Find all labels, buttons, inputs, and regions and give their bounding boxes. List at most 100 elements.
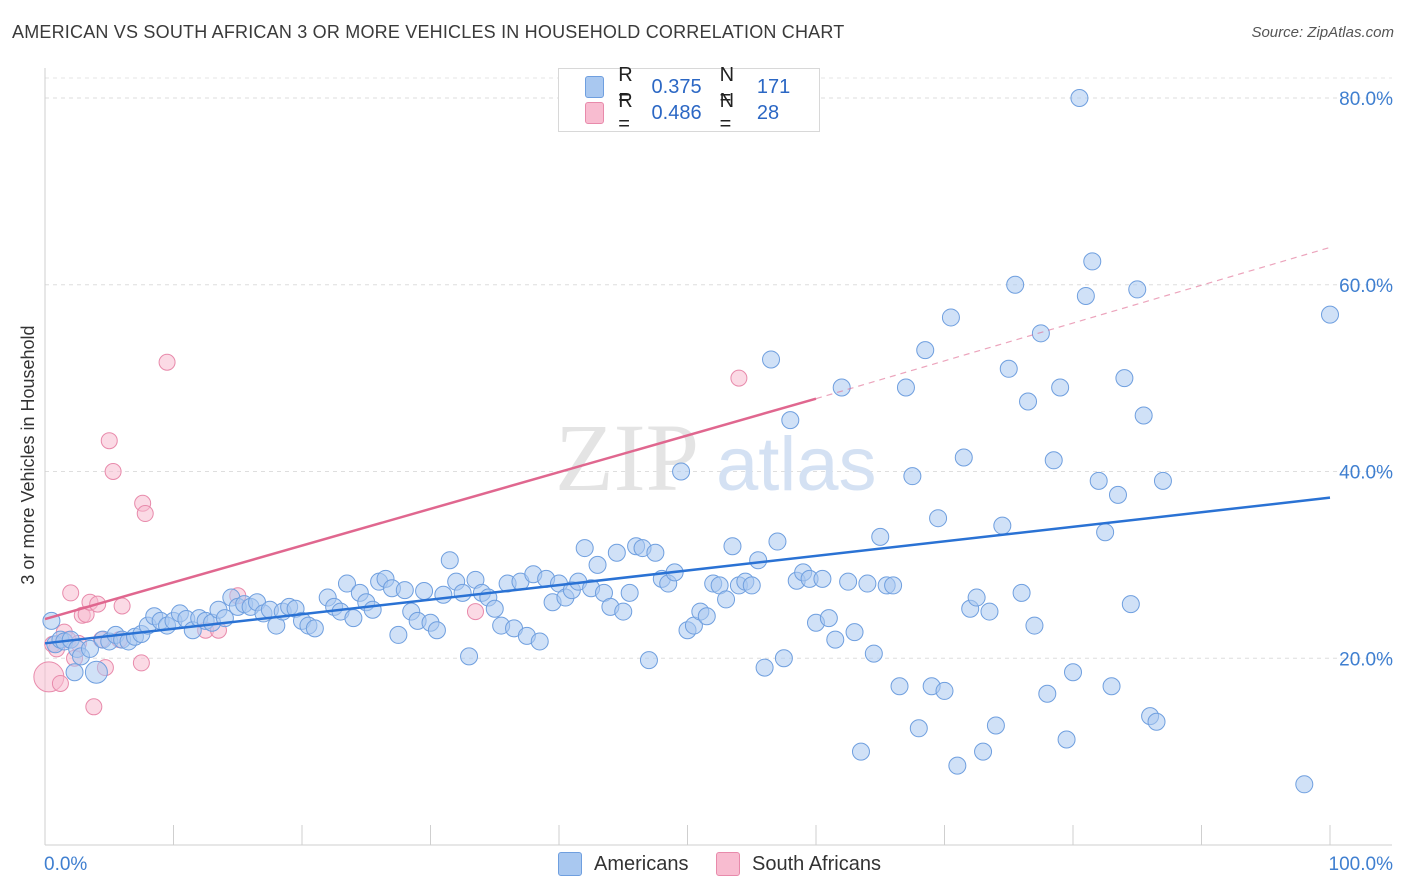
watermark-zip: ZIP [555,404,699,511]
data-point-americans [723,537,742,556]
data-point-americans [1051,378,1070,397]
data-point-south-africans [466,603,484,621]
data-point-americans [890,677,909,696]
legend-n-value: 28 [756,101,780,124]
legend-swatch-americans [558,852,582,876]
data-point-americans [440,551,459,570]
data-point-americans [768,532,787,551]
data-point-americans [395,581,414,600]
data-point-americans [485,599,504,618]
data-point-americans [344,609,363,628]
data-point-americans [697,607,716,626]
legend-row-south-africans: R = 0.486 N = 28 [585,90,819,135]
data-point-americans [993,516,1012,535]
data-point-americans [948,756,967,775]
data-point-south-africans [51,674,69,692]
data-point-americans [427,621,446,640]
data-point-americans [575,539,594,558]
data-point-americans [1102,677,1121,696]
data-point-americans [620,583,639,602]
data-point-americans [967,588,986,607]
data-point-americans [826,630,845,649]
legend-r-value: 0.486 [651,101,702,124]
legend-n-label: N = [719,90,735,135]
data-point-americans [1031,324,1050,343]
data-point-americans [1096,523,1115,542]
tick-labels: 20.0% 40.0% 60.0% 80.0% 0.0% 100.0% [44,89,1393,875]
data-point-americans [672,462,691,481]
data-point-americans [858,574,877,593]
data-point-americans [337,574,356,593]
legend-swatch-south-africans [585,102,605,124]
data-point-americans [832,378,851,397]
data-point-americans [717,590,736,609]
data-point-americans [929,509,948,528]
data-point-south-africans [100,432,118,450]
data-point-americans [1070,89,1089,108]
data-point-americans [864,644,883,663]
data-point-americans [1108,485,1127,504]
data-point-americans [1012,583,1031,602]
data-point-americans [1083,252,1102,271]
data-point-americans [742,576,761,595]
data-point-americans [460,647,479,666]
data-point-americans [1134,406,1153,425]
legend-item-americans: Americans [558,852,688,876]
data-point-south-africans [104,463,122,481]
data-point-americans [1057,730,1076,749]
data-point-americans [839,572,858,591]
data-point-americans [909,719,928,738]
data-point-americans [935,681,954,700]
data-point-americans [980,602,999,621]
data-point-south-africans [158,353,176,371]
trend-extension-south-africans [815,246,1331,400]
data-point-americans [1044,451,1063,470]
watermark-atlas: atlas [716,422,877,507]
data-point-south-africans [730,369,748,387]
chart-title: AMERICAN VS SOUTH AFRICAN 3 OR MORE VEHI… [12,22,845,42]
data-point-americans [999,359,1018,378]
data-point-americans [363,600,382,619]
data-point-south-africans [136,505,154,523]
legend-n-value: 171 [756,75,791,98]
y-tick-label: 20.0% [1339,649,1393,670]
watermark: ZIP atlas [555,404,877,511]
data-point-americans [1019,392,1038,411]
legend-r-value: 0.375 [651,75,702,98]
legend-swatch-americans [585,76,605,98]
data-point-americans [1153,471,1172,490]
data-point-south-africans [62,584,80,602]
trend-line-south-africans [44,397,817,621]
data-point-americans [1295,775,1314,794]
data-point-americans [903,467,922,486]
legend-row-americans: R = 0.375 N = 171 [585,64,819,109]
data-point-americans [434,585,453,604]
data-point-americans [65,663,84,682]
data-point-americans [453,583,472,602]
trend-line-americans [44,496,1331,645]
source-label: Source: ZipAtlas.com [1251,24,1394,41]
data-point-americans [916,341,935,360]
y-tick-label: 80.0% [1339,89,1393,110]
data-point-americans [415,582,434,601]
data-point-americans [607,543,626,562]
data-point-south-africans [113,597,131,615]
data-point-americans [588,555,607,574]
data-point-americans [884,576,903,595]
data-point-americans [84,660,108,684]
legend-r-label: R = [618,90,633,135]
data-point-americans [986,716,1005,735]
x-tick-label: 0.0% [44,854,87,875]
data-point-americans [389,625,408,644]
y-axis-label: 3 or more Vehicles in Household [18,325,38,584]
data-point-americans [974,742,993,761]
legend-r-label: R = [618,64,633,109]
legend-label-americans: Americans [594,852,689,875]
data-point-americans [1038,684,1057,703]
data-point-americans [749,551,768,570]
data-point-americans [1076,286,1095,305]
data-point-americans [941,308,960,327]
grid-lines [45,77,1392,659]
data-point-americans [1147,712,1166,731]
